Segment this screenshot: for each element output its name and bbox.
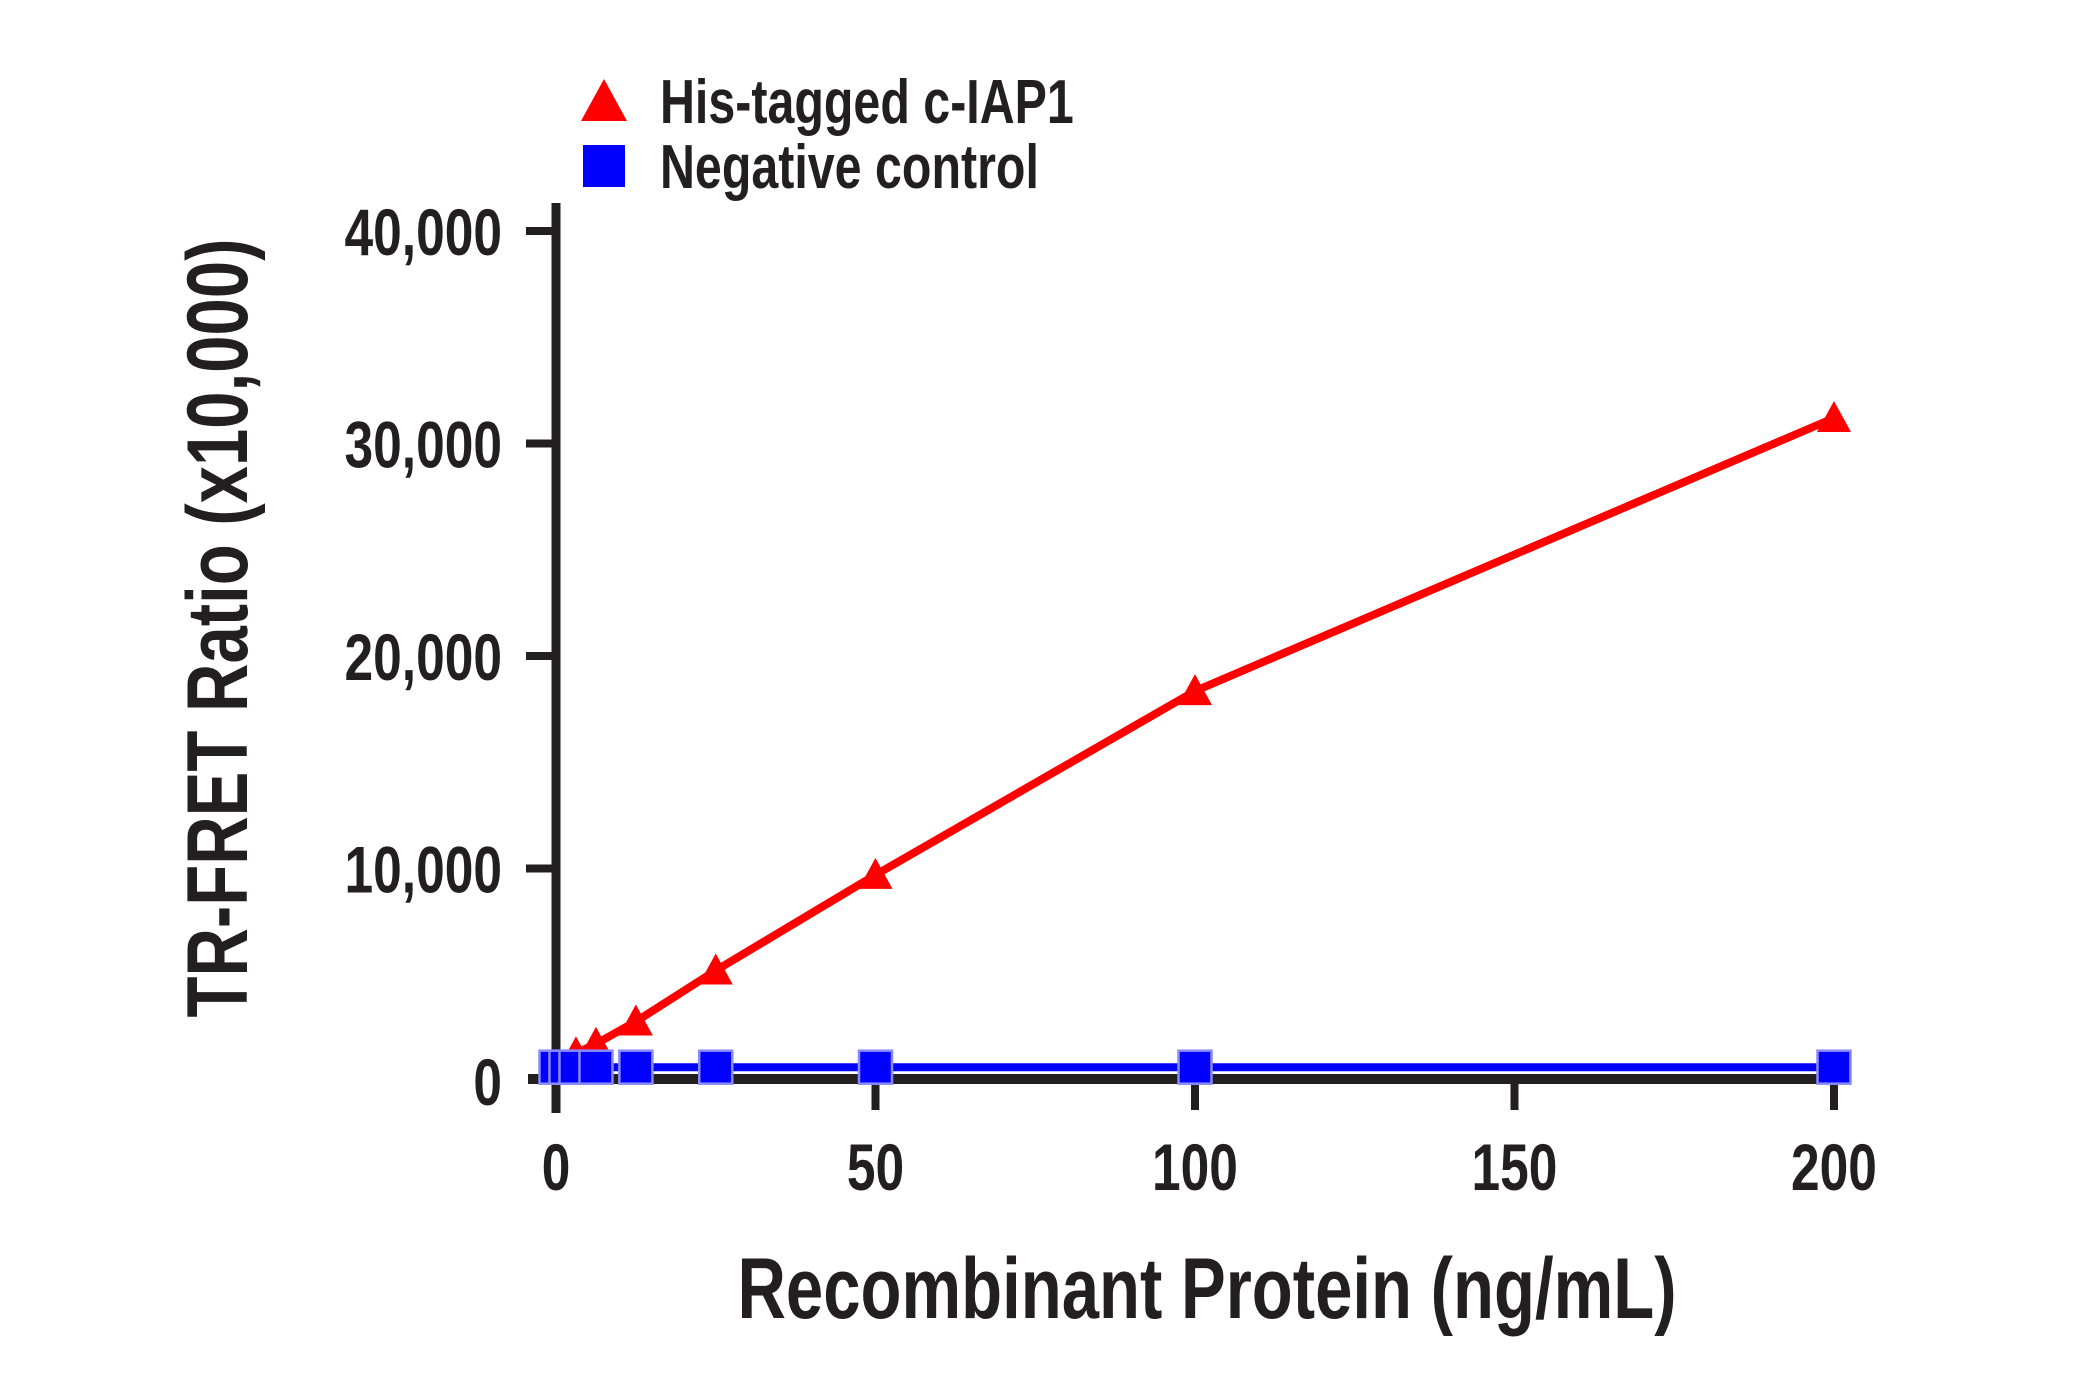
square-marker: [618, 1049, 654, 1085]
triangle-marker: [698, 953, 733, 985]
axes: 0 10,000 20,000 30,000 40,000 0 50 100 150 200: [345, 195, 1877, 1204]
legend-label-negative-control: Negative control: [660, 133, 1039, 202]
x-tick-label: 150: [1472, 1130, 1558, 1204]
his-tagged-c-iap1-line: [562, 414, 1836, 1069]
triangle-marker: [858, 857, 893, 889]
series-his-tagged-c-iap1: [548, 401, 1851, 1081]
y-tick-label: 0: [473, 1045, 502, 1119]
square-marker: [698, 1049, 734, 1085]
square-marker: [857, 1049, 894, 1085]
x-tick-label: 100: [1152, 1130, 1238, 1204]
x-axis-title: Recombinant Protein (ng/mL): [737, 1241, 1676, 1337]
y-tick-label: 40,000: [345, 195, 503, 269]
y-tick-label: 30,000: [345, 408, 503, 482]
square-marker: [578, 1049, 614, 1085]
plot-area: [538, 401, 1852, 1085]
square-marker: [1816, 1049, 1852, 1085]
triangle-marker: [618, 1004, 653, 1036]
x-tick-label: 200: [1791, 1130, 1877, 1204]
triangle-marker: [1817, 401, 1851, 432]
legend-triangle-icon: [581, 79, 627, 121]
x-tick-label: 50: [847, 1130, 904, 1204]
y-tick-label: 20,000: [345, 620, 503, 694]
legend-square-icon: [583, 145, 625, 187]
y-tick-label: 10,000: [345, 833, 503, 907]
legend-label-his-tagged-c-iap1: His-tagged c-IAP1: [660, 68, 1074, 137]
series-negative-control: [538, 1049, 1852, 1085]
triangle-marker: [1178, 674, 1212, 706]
square-marker: [1177, 1049, 1213, 1085]
x-tick-label: 0: [542, 1130, 571, 1204]
y-axis-title: TR-FRET Ratio (x10,000): [170, 239, 266, 1018]
legend: His-tagged c-IAP1 Negative control: [581, 68, 1074, 202]
